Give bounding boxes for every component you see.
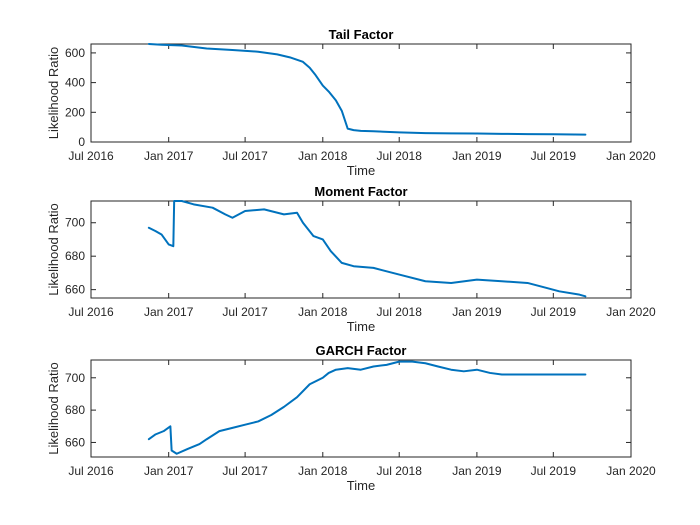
- series-line: [147, 43, 587, 136]
- x-tick-label: Jul 2016: [68, 305, 114, 319]
- chart-title: GARCH Factor: [315, 343, 406, 358]
- y-tick-label: 660: [65, 435, 85, 449]
- axes-box: [90, 43, 632, 143]
- x-tick-label: Jul 2018: [377, 464, 423, 478]
- series-line: [147, 200, 587, 298]
- y-axis-label: Likelihood Ratio: [46, 203, 61, 296]
- x-tick-label: Jul 2018: [377, 149, 423, 163]
- x-tick-label: Jul 2017: [222, 464, 268, 478]
- y-axis-label: Likelihood Ratio: [46, 47, 61, 140]
- y-tick-label: 660: [65, 283, 85, 297]
- x-tick-label: Jul 2016: [68, 464, 114, 478]
- y-tick-label: 680: [65, 249, 85, 263]
- y-tick-label: 400: [65, 76, 85, 90]
- x-axis-label: Time: [347, 163, 375, 178]
- subplot-3: Jul 2016 Jan 2017 Jul 2017 Jan 2018 Jul 2018…: [46, 343, 656, 493]
- x-tick-label: Jul 2018: [377, 305, 423, 319]
- x-tick-label: Jan 2018: [298, 464, 348, 478]
- axes-box: [90, 200, 632, 299]
- y-tick-label: 200: [65, 105, 85, 119]
- subplot-1: Jul 2016 Jan 2017 Jul 2017 Jan 2018 Jul 2018…: [46, 27, 656, 178]
- chart-title: Tail Factor: [329, 27, 394, 42]
- y-tick-label: 700: [65, 371, 85, 385]
- y-tick-label: 0: [78, 135, 85, 149]
- x-axis-label: Time: [347, 319, 375, 334]
- x-tick-label: Jan 2020: [606, 305, 656, 319]
- x-tick-label: Jul 2016: [68, 149, 114, 163]
- x-tick-label: Jul 2019: [531, 464, 577, 478]
- x-tick-label: Jul 2017: [222, 305, 268, 319]
- x-tick-label: Jan 2017: [144, 149, 194, 163]
- y-tick-label: 600: [65, 46, 85, 60]
- x-tick-label: Jan 2020: [606, 464, 656, 478]
- x-tick-label: Jan 2019: [452, 305, 502, 319]
- y-tick-label: 680: [65, 403, 85, 417]
- axes-box: [90, 359, 632, 458]
- x-tick-label: Jan 2017: [144, 305, 194, 319]
- x-tick-label: Jan 2019: [452, 149, 502, 163]
- x-axis-label: Time: [347, 478, 375, 493]
- x-tick-label: Jan 2020: [606, 149, 656, 163]
- chart-title: Moment Factor: [314, 184, 407, 199]
- x-tick-label: Jul 2019: [531, 305, 577, 319]
- subplot-2: Jul 2016 Jan 2017 Jul 2017 Jan 2018 Jul 2018…: [46, 184, 656, 334]
- y-axis-label: Likelihood Ratio: [46, 362, 61, 455]
- x-tick-label: Jan 2018: [298, 149, 348, 163]
- x-tick-label: Jul 2017: [222, 149, 268, 163]
- x-tick-label: Jul 2019: [531, 149, 577, 163]
- x-tick-label: Jan 2017: [144, 464, 194, 478]
- x-tick-label: Jan 2018: [298, 305, 348, 319]
- x-tick-label: Jan 2019: [452, 464, 502, 478]
- series-line: [147, 360, 587, 455]
- y-tick-label: 700: [65, 216, 85, 230]
